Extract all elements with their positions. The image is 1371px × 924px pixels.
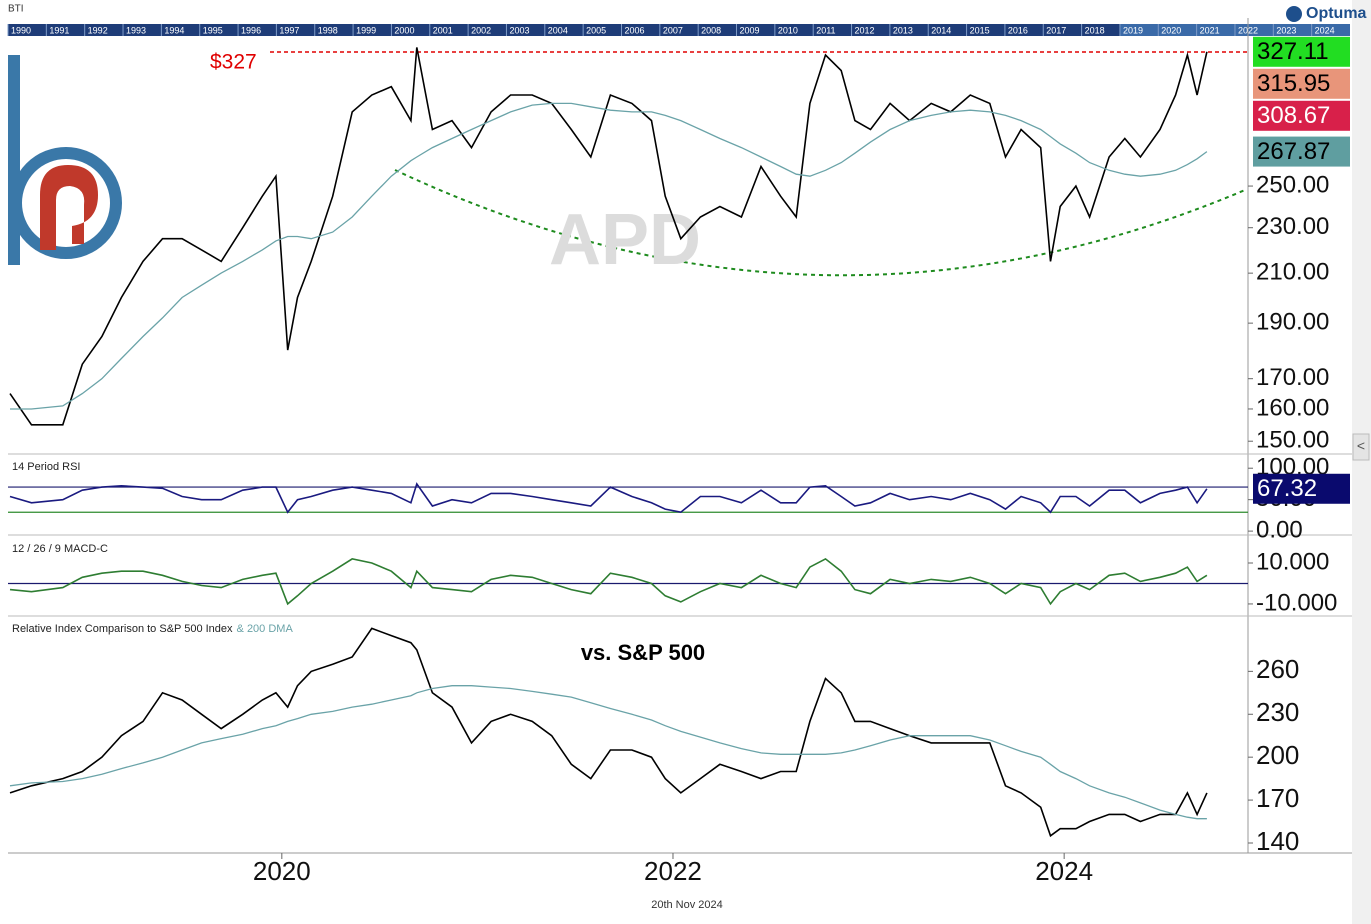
- panel-annotation: vs. S&P 500: [581, 640, 705, 665]
- series-line: [9, 482, 1208, 514]
- optuma-icon: [1286, 6, 1302, 22]
- last-value-box: [1253, 100, 1350, 131]
- y-tick-label: -10.000: [1256, 589, 1337, 616]
- series-line: [9, 627, 1208, 838]
- navigator-year: 2017: [1046, 25, 1066, 35]
- navigator-year: 2007: [663, 25, 683, 35]
- y-tick-label: 230: [1256, 697, 1299, 727]
- navigator-year: 2004: [548, 25, 568, 35]
- navigator-year: 2013: [893, 25, 913, 35]
- navigator-year: 1996: [241, 25, 261, 35]
- last-value-label: 267.87: [1257, 138, 1330, 165]
- navigator-year: 2018: [1085, 25, 1105, 35]
- panel-title: 14 Period RSI: [12, 461, 80, 473]
- y-tick-label: 0.00: [1256, 516, 1303, 543]
- navigator-year: 2022: [1238, 25, 1258, 35]
- y-tick-label: 230.00: [1256, 213, 1329, 240]
- y-tick-label: 10.000: [1256, 548, 1329, 575]
- navigator-year: 2006: [624, 25, 644, 35]
- navigator-year: 1992: [88, 25, 108, 35]
- y-tick-label: 190.00: [1256, 308, 1329, 335]
- y-tick-label: 140: [1256, 826, 1299, 856]
- navigator-strip[interactable]: [8, 24, 1350, 36]
- series-line: [9, 685, 1207, 820]
- navigator-year: 1997: [279, 25, 299, 35]
- x-tick-label: 2022: [644, 856, 702, 886]
- navigator-year: 2019: [1123, 25, 1143, 35]
- symbol: BTI: [8, 4, 24, 15]
- optuma-logo: Optuma: [1306, 5, 1367, 22]
- x-tick-label: 2024: [1035, 856, 1093, 886]
- series-line: [9, 557, 1208, 606]
- last-value-box: [1253, 473, 1350, 504]
- navigator-year: 1999: [356, 25, 376, 35]
- navigator-year: 1991: [49, 25, 69, 35]
- last-value-box: [1253, 136, 1350, 167]
- last-value-label: 67.32: [1257, 475, 1317, 502]
- y-tick-label: 250.00: [1256, 171, 1329, 198]
- navigator-year: 2023: [1276, 25, 1296, 35]
- navigator-year: 2021: [1200, 25, 1220, 35]
- collapse-icon[interactable]: <: [1357, 438, 1365, 454]
- navigator-year: 2000: [394, 25, 414, 35]
- y-tick-label: 210.00: [1256, 258, 1329, 285]
- navigator-year: 2012: [855, 25, 875, 35]
- y-tick-label: 200: [1256, 740, 1299, 770]
- navigator-year: 2003: [509, 25, 529, 35]
- navigator-year: 2016: [1008, 25, 1028, 35]
- panel-title: 12 / 26 / 9 MACD-C: [12, 543, 108, 555]
- last-value-box: [1253, 68, 1350, 99]
- panel-subtitle: & 200 DMA: [237, 623, 294, 635]
- navigator-year: 2014: [931, 25, 951, 35]
- side-panel: [1352, 0, 1371, 924]
- navigator-year: 2024: [1315, 25, 1335, 35]
- navigator-year: 1995: [203, 25, 223, 35]
- navigator-year: 1998: [318, 25, 338, 35]
- y-tick-label: 160.00: [1256, 394, 1329, 421]
- navigator-year: 2005: [586, 25, 606, 35]
- navigator-year: 1994: [164, 25, 184, 35]
- navigator-year: 2020: [1161, 25, 1181, 35]
- panel-title: Relative Index Comparison to S&P 500 Ind…: [12, 623, 233, 635]
- cup-arc: [394, 169, 1246, 277]
- x-tick-label: 2020: [253, 856, 311, 886]
- resistance-label: $327: [210, 50, 257, 73]
- navigator-year: 2009: [740, 25, 760, 35]
- last-value-box: [1253, 36, 1350, 67]
- navigator-year: 1993: [126, 25, 146, 35]
- y-tick-label: 170: [1256, 783, 1299, 813]
- navigator-year: 1990: [11, 25, 31, 35]
- last-value-label: 308.67: [1257, 102, 1330, 129]
- navigator-year: 2010: [778, 25, 798, 35]
- last-value-label: 315.95: [1257, 70, 1330, 97]
- series-line: [9, 47, 1208, 426]
- date: 20th Nov 2024: [651, 899, 723, 911]
- navigator-year: 2008: [701, 25, 721, 35]
- series-line: [10, 102, 1208, 410]
- y-tick-label: 150.00: [1256, 427, 1329, 454]
- y-tick-label: 170.00: [1256, 364, 1329, 391]
- watermark: APD: [549, 200, 701, 280]
- collapse-button[interactable]: [1352, 433, 1370, 461]
- navigator-year: 2002: [471, 25, 491, 35]
- navigator-year: 2015: [970, 25, 990, 35]
- last-value-label: 327.11: [1257, 38, 1329, 65]
- brand-logo: [8, 55, 122, 265]
- navigator-year: 2001: [433, 25, 453, 35]
- y-tick-label: 260: [1256, 654, 1299, 684]
- navigator-year: 2011: [816, 25, 835, 35]
